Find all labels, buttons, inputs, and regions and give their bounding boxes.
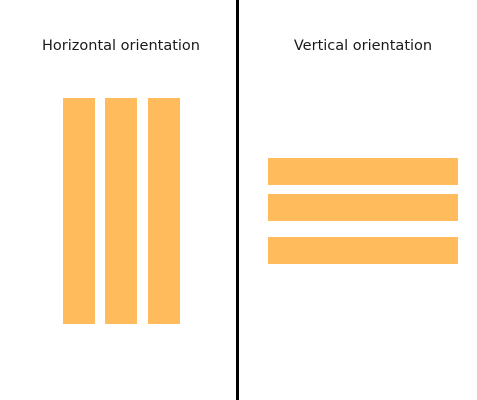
horizontal-orientation-title: Horizontal orientation (42, 38, 200, 54)
vertical-orientation-title: Vertical orientation (293, 38, 433, 54)
horizontal-bar-1 (268, 158, 458, 185)
vertical-orientation-panel: Vertical orientation (239, 0, 477, 400)
horizontal-orientation-panel: Horizontal orientation (0, 0, 236, 400)
horizontal-bar-2 (268, 194, 458, 221)
panel-divider (236, 0, 239, 400)
vertical-bar-3 (148, 98, 180, 324)
vertical-bar-1 (63, 98, 95, 324)
vertical-bar-2 (105, 98, 137, 324)
horizontal-bar-3 (268, 237, 458, 264)
